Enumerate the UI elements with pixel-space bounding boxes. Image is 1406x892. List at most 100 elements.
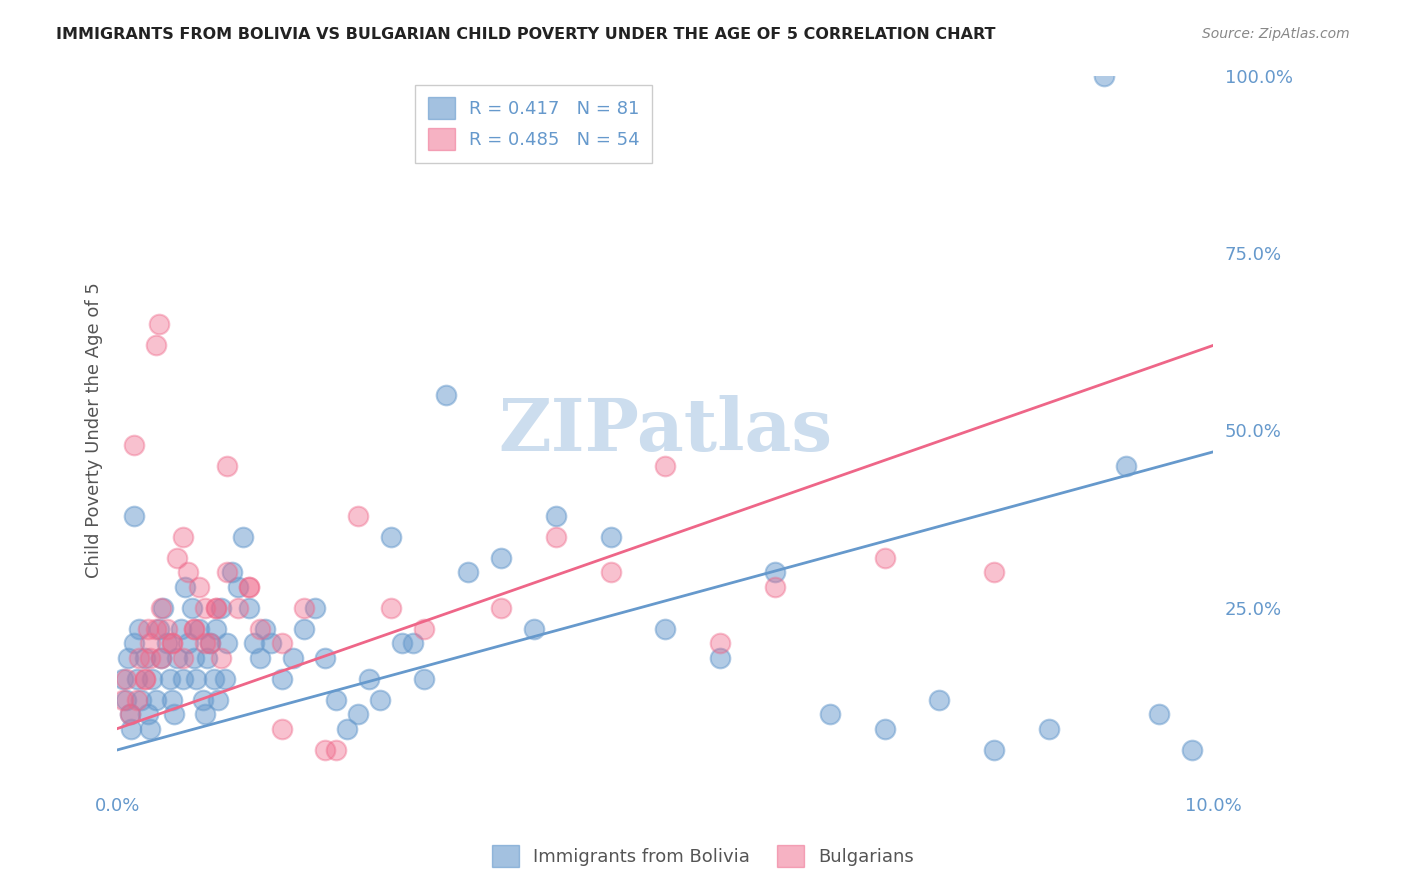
Point xyxy=(183,622,205,636)
Point xyxy=(205,601,228,615)
Point xyxy=(170,622,193,636)
Point xyxy=(489,551,512,566)
Point xyxy=(117,650,139,665)
Point xyxy=(226,580,249,594)
Point xyxy=(544,530,567,544)
Point xyxy=(215,636,238,650)
Point xyxy=(270,722,292,736)
Point xyxy=(873,722,896,736)
Point xyxy=(314,743,336,757)
Point xyxy=(150,650,173,665)
Point xyxy=(160,693,183,707)
Point xyxy=(413,622,436,636)
Point xyxy=(183,650,205,665)
Point xyxy=(200,636,222,650)
Point xyxy=(145,622,167,636)
Point xyxy=(391,636,413,650)
Point xyxy=(270,672,292,686)
Legend: Immigrants from Bolivia, Bulgarians: Immigrants from Bolivia, Bulgarians xyxy=(485,838,921,874)
Point xyxy=(134,672,156,686)
Point xyxy=(177,636,200,650)
Point xyxy=(134,672,156,686)
Point xyxy=(292,601,315,615)
Point xyxy=(1147,707,1170,722)
Point xyxy=(359,672,381,686)
Point xyxy=(260,636,283,650)
Point xyxy=(141,672,163,686)
Point xyxy=(122,636,145,650)
Point xyxy=(202,672,225,686)
Point xyxy=(599,566,621,580)
Point xyxy=(184,672,207,686)
Point xyxy=(195,650,218,665)
Point xyxy=(205,622,228,636)
Point xyxy=(380,601,402,615)
Point xyxy=(125,693,148,707)
Point xyxy=(763,566,786,580)
Point xyxy=(238,601,260,615)
Point xyxy=(139,636,162,650)
Point xyxy=(380,530,402,544)
Point xyxy=(368,693,391,707)
Point xyxy=(139,722,162,736)
Point xyxy=(145,338,167,352)
Point xyxy=(243,636,266,650)
Point xyxy=(150,601,173,615)
Point xyxy=(209,601,232,615)
Point xyxy=(194,636,217,650)
Point xyxy=(172,672,194,686)
Point xyxy=(194,601,217,615)
Y-axis label: Child Poverty Under the Age of 5: Child Poverty Under the Age of 5 xyxy=(86,283,103,578)
Point xyxy=(115,672,138,686)
Point xyxy=(221,566,243,580)
Point xyxy=(928,693,950,707)
Point xyxy=(134,650,156,665)
Point xyxy=(1092,69,1115,83)
Point xyxy=(111,693,134,707)
Point xyxy=(325,743,347,757)
Point xyxy=(413,672,436,686)
Point xyxy=(434,388,457,402)
Point xyxy=(209,650,232,665)
Point xyxy=(347,508,370,523)
Point xyxy=(818,707,841,722)
Point xyxy=(166,551,188,566)
Point xyxy=(183,622,205,636)
Point xyxy=(709,650,731,665)
Point xyxy=(304,601,326,615)
Point xyxy=(180,601,202,615)
Point xyxy=(214,672,236,686)
Point xyxy=(249,622,271,636)
Point xyxy=(120,707,142,722)
Point xyxy=(200,636,222,650)
Point xyxy=(160,636,183,650)
Point xyxy=(188,622,211,636)
Point xyxy=(254,622,277,636)
Legend: R = 0.417   N = 81, R = 0.485   N = 54: R = 0.417 N = 81, R = 0.485 N = 54 xyxy=(415,85,652,163)
Point xyxy=(314,650,336,665)
Point xyxy=(136,622,159,636)
Point xyxy=(281,650,304,665)
Point xyxy=(150,650,173,665)
Point xyxy=(128,650,150,665)
Point xyxy=(654,458,676,473)
Point xyxy=(270,636,292,650)
Point xyxy=(145,693,167,707)
Point xyxy=(152,601,174,615)
Point xyxy=(325,693,347,707)
Point xyxy=(654,622,676,636)
Point xyxy=(457,566,479,580)
Point xyxy=(207,693,229,707)
Point xyxy=(174,580,197,594)
Point xyxy=(136,707,159,722)
Point xyxy=(402,636,425,650)
Point xyxy=(155,622,177,636)
Point xyxy=(177,566,200,580)
Point xyxy=(215,566,238,580)
Point xyxy=(523,622,546,636)
Point xyxy=(194,707,217,722)
Point xyxy=(188,580,211,594)
Point xyxy=(873,551,896,566)
Point xyxy=(347,707,370,722)
Point xyxy=(131,693,153,707)
